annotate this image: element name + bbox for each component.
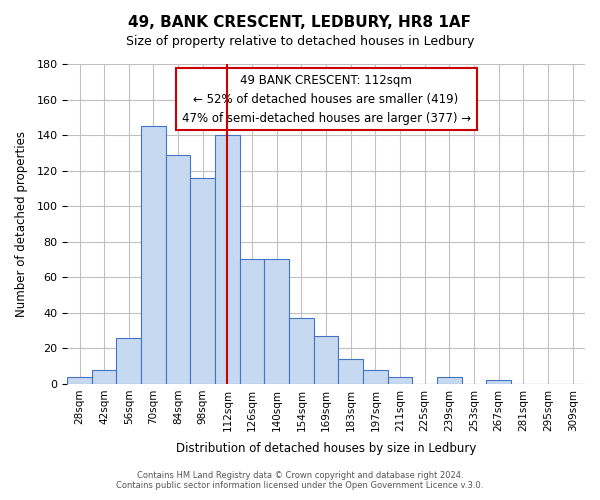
Bar: [92, 370, 116, 384]
Bar: [437, 377, 462, 384]
Bar: [67, 377, 92, 384]
Text: 49 BANK CRESCENT: 112sqm
← 52% of detached houses are smaller (419)
47% of semi-: 49 BANK CRESCENT: 112sqm ← 52% of detach…: [182, 74, 470, 124]
Bar: [240, 260, 265, 384]
Bar: [215, 135, 240, 384]
Text: 49, BANK CRESCENT, LEDBURY, HR8 1AF: 49, BANK CRESCENT, LEDBURY, HR8 1AF: [128, 15, 472, 30]
Bar: [487, 380, 511, 384]
Bar: [314, 336, 338, 384]
Bar: [190, 178, 215, 384]
Text: Contains HM Land Registry data © Crown copyright and database right 2024.
Contai: Contains HM Land Registry data © Crown c…: [116, 470, 484, 490]
Bar: [116, 338, 141, 384]
Bar: [388, 377, 412, 384]
Y-axis label: Number of detached properties: Number of detached properties: [15, 131, 28, 317]
Bar: [289, 318, 314, 384]
Bar: [141, 126, 166, 384]
X-axis label: Distribution of detached houses by size in Ledbury: Distribution of detached houses by size …: [176, 442, 476, 455]
Bar: [166, 154, 190, 384]
Text: Size of property relative to detached houses in Ledbury: Size of property relative to detached ho…: [126, 35, 474, 48]
Bar: [363, 370, 388, 384]
Bar: [265, 260, 289, 384]
Bar: [338, 359, 363, 384]
